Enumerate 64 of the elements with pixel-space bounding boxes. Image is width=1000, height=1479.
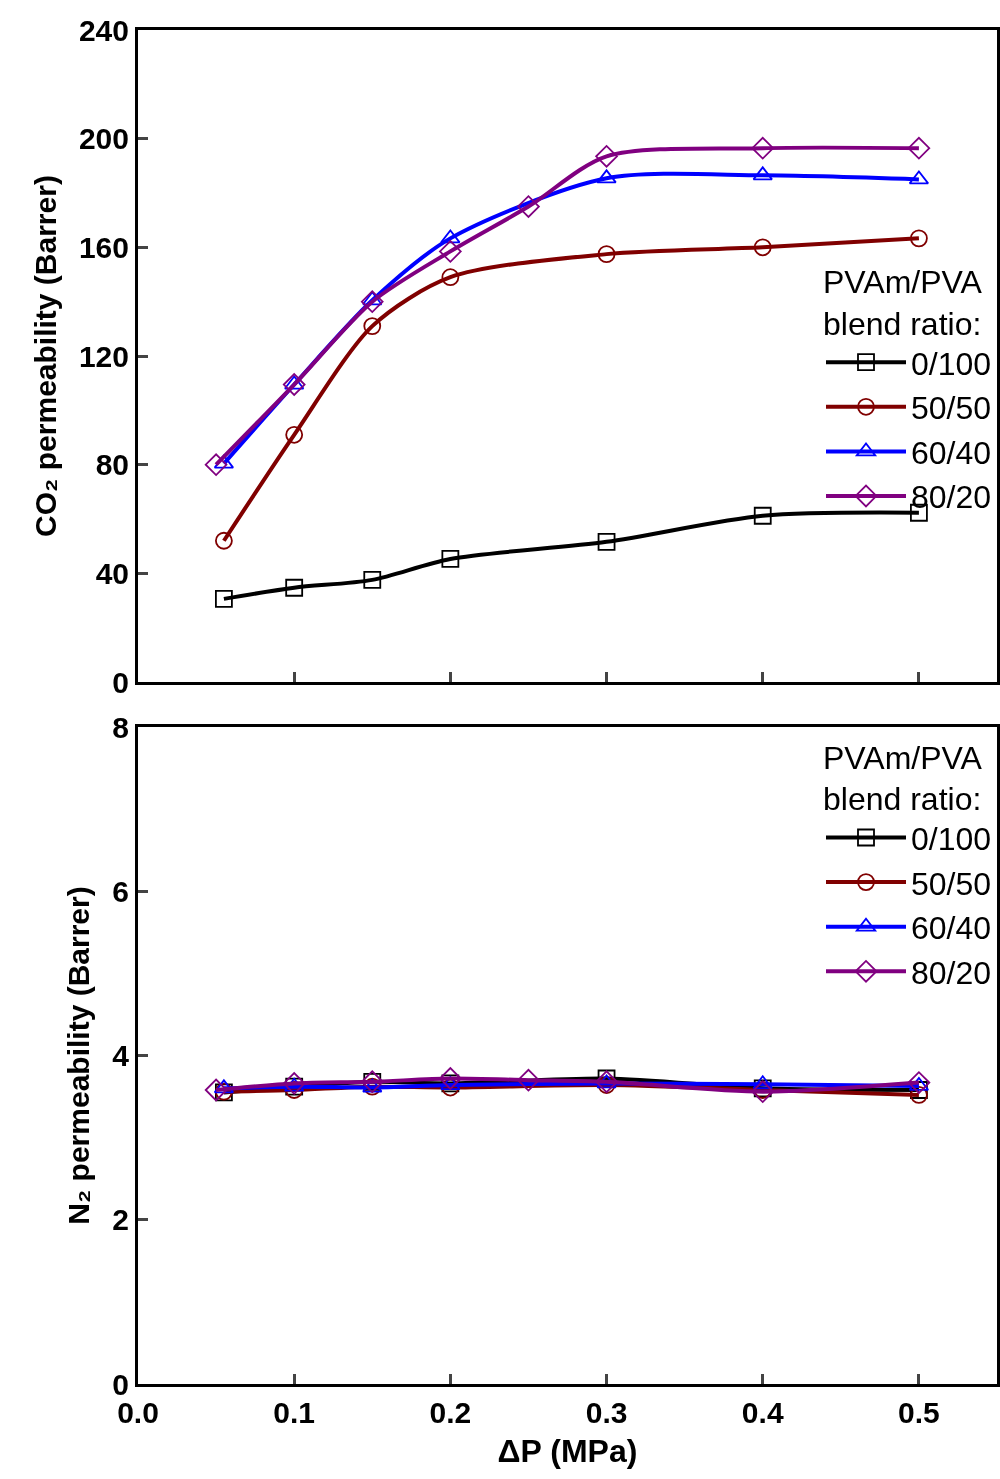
point [439,1067,462,1090]
point [285,425,304,444]
point [282,373,306,396]
point [284,1077,305,1092]
y-tick-label: 8 [112,710,129,744]
point [285,578,304,597]
x-tick-label: 0.2 [429,1396,472,1429]
point [204,1078,228,1102]
legend-label: 50/50 [911,390,992,427]
y-tick-label: 6 [112,874,129,908]
y-tick-label: 80 [95,448,129,482]
point [204,453,228,476]
legend-label: 80/20 [911,479,992,516]
y-tick-label: 4 [112,1039,130,1072]
x-tick-label: 0.1 [273,1396,316,1429]
point [597,532,616,551]
point [360,290,384,313]
point [753,238,772,257]
point [596,169,617,184]
point [441,550,460,568]
point [282,1072,306,1095]
y-tick-label: 200 [78,122,129,156]
point [439,240,462,263]
y-tick-label: 160 [78,230,129,264]
point [907,136,931,160]
x-tick-label: 0.3 [585,1396,628,1429]
point [597,245,616,264]
y-axis-title: CO₂ permeability (Barrer) [28,175,62,537]
point [517,195,540,218]
y-tick-label: 40 [95,556,129,590]
legend-title: PVAm/PVA blend ratio: [823,264,983,342]
point [751,136,775,160]
y-axis-title: N₂ permeability (Barrer) [62,886,96,1225]
y-tick-label: 120 [78,339,129,373]
point [362,291,383,306]
point [215,531,233,550]
point [441,268,460,287]
point [752,166,773,181]
legend-label: 60/40 [911,434,992,471]
point [440,229,461,244]
x-tick-label: 0.5 [898,1396,940,1429]
point [363,570,382,589]
point [596,1074,617,1089]
legend-label: 0/100 [911,820,992,857]
point [910,229,928,248]
y-tick-label: 240 [78,13,129,47]
y-tick-label: 0 [112,665,129,699]
point [752,1075,773,1090]
point [363,317,382,336]
legend-label: 50/50 [911,865,992,902]
point [907,1071,931,1094]
point [753,506,772,525]
legend-title: PVAm/PVA blend ratio: [823,739,983,818]
point [595,1070,618,1094]
x-axis-title: ΔP (MPa) [497,1432,638,1469]
point [215,589,233,608]
point [595,145,618,168]
point [284,375,305,390]
x-tick-label: 0.4 [741,1396,784,1429]
point [517,1068,540,1092]
legend-label: 80/20 [911,954,992,991]
y-tick-label: 2 [112,1203,129,1237]
legend-label: 60/40 [911,910,992,947]
legend-label: 0/100 [911,345,992,382]
